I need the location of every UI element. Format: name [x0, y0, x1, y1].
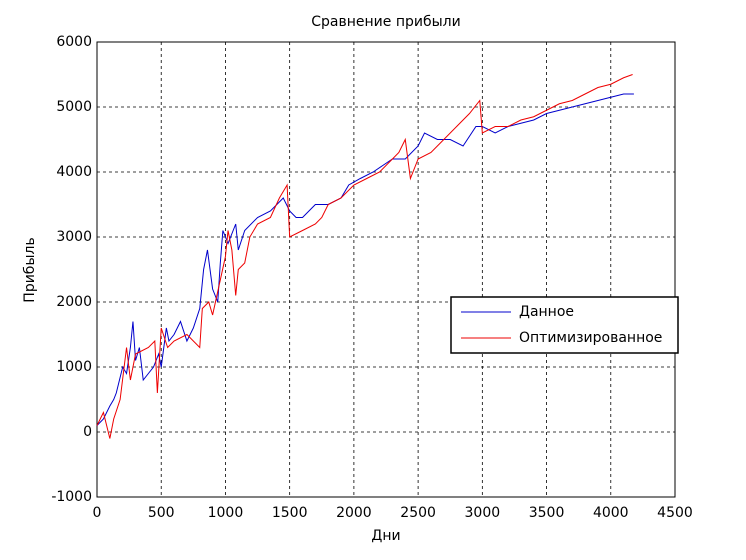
x-tick-label: 0: [93, 505, 102, 521]
y-axis-label: Прибыль: [22, 237, 38, 302]
y-tick-label: 2000: [56, 294, 92, 310]
y-tick-label: 3000: [56, 229, 92, 245]
legend-box: [450, 296, 679, 354]
x-tick-label: 500: [148, 505, 175, 521]
x-tick-label: 3500: [529, 505, 565, 521]
y-tick-label: 5000: [56, 99, 92, 115]
legend-label: Оптимизированное: [519, 330, 662, 346]
plot-frame: [96, 41, 676, 498]
x-tick-label: 4500: [657, 505, 693, 521]
x-tick-label: 1500: [272, 505, 308, 521]
x-axis-label: Дни: [371, 528, 400, 544]
x-tick-label: 4000: [593, 505, 629, 521]
series-line: [96, 93, 634, 426]
x-tick-label: 3000: [465, 505, 501, 521]
plot-area: [96, 41, 676, 498]
x-tick-label: 2000: [336, 505, 372, 521]
x-tick-label: 2500: [400, 505, 436, 521]
x-tick-label: 1000: [208, 505, 244, 521]
chart-title: Сравнение прибыли: [311, 14, 460, 30]
y-tick-label: 6000: [56, 34, 92, 50]
legend-label: Данное: [519, 304, 574, 320]
y-tick-label: -1000: [51, 489, 92, 505]
series-line: [96, 74, 633, 439]
y-tick-label: 0: [83, 424, 92, 440]
y-tick-label: 1000: [56, 359, 92, 375]
y-tick-label: 4000: [56, 164, 92, 180]
